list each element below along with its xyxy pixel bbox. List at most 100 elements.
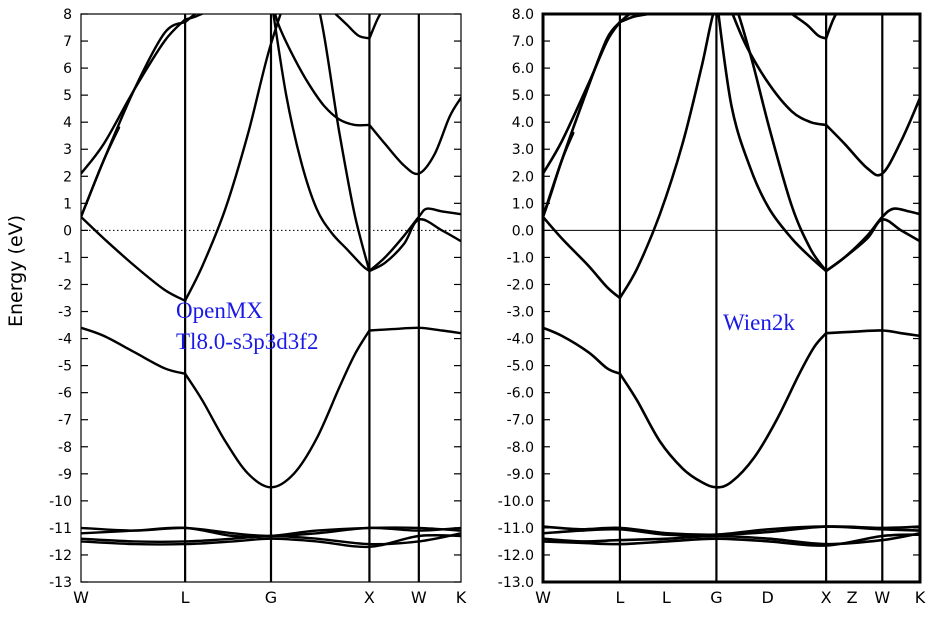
x-tick-label: W	[535, 588, 551, 607]
y-tick-label: -9	[58, 467, 72, 483]
band-line	[368, 14, 382, 40]
y-tick-label: -9.0	[507, 467, 534, 483]
band-line	[368, 207, 461, 273]
y-tick-label: -2	[58, 277, 72, 293]
band-line	[183, 329, 371, 489]
band-line	[81, 18, 187, 175]
x-tick-label: D	[762, 588, 774, 607]
code-annotation: Wien2k	[723, 310, 795, 335]
y-tick-label: -4.0	[507, 332, 534, 348]
band-line	[81, 126, 121, 219]
y-tick-label: -5	[58, 359, 72, 375]
y-tick-label: 8.0	[512, 7, 534, 23]
bands	[543, 14, 920, 547]
band-line	[543, 215, 622, 300]
y-tick-label: -13	[49, 575, 72, 591]
y-tick-label: 5.0	[512, 88, 534, 104]
band-line	[543, 532, 920, 546]
y-tick-label: -11.0	[498, 521, 534, 537]
y-tick-label: 1	[63, 196, 72, 212]
y-tick-label: 5	[63, 88, 72, 104]
y-tick-label: -1	[58, 250, 72, 266]
x-tick-label: X	[364, 588, 375, 607]
y-tick-label: 4	[63, 115, 72, 131]
band-line	[731, 14, 828, 127]
y-tick-label: -8.0	[507, 440, 534, 456]
band-line	[618, 14, 828, 300]
y-tick-label: -2.0	[507, 277, 534, 293]
y-tick-label: 6	[63, 61, 72, 77]
band-line	[543, 326, 622, 375]
openmx-panel: 876543210-1-2-3-4-5-6-7-8-9-10-11-12-13W…	[49, 7, 467, 607]
y-tick-label: 0.0	[512, 223, 534, 239]
y-tick-label: -8	[58, 440, 72, 456]
band-line	[824, 329, 920, 338]
x-tick-label: K	[915, 588, 926, 607]
bands	[81, 14, 461, 549]
x-tick-label: G	[710, 588, 722, 607]
y-tick-label: 1.0	[512, 196, 534, 212]
x-tick-label: W	[874, 588, 890, 607]
band-line	[272, 14, 371, 273]
band-line	[824, 14, 838, 40]
y-tick-label: 2.0	[512, 169, 534, 185]
band-line	[183, 14, 197, 24]
x-tick-label: W	[73, 588, 89, 607]
y-tick-label: -12	[49, 548, 72, 564]
band-line	[81, 20, 187, 219]
band-line	[81, 532, 461, 546]
band-line	[81, 326, 187, 375]
band-line	[543, 533, 920, 547]
y-tick-label: -11	[49, 521, 72, 537]
y-axis-label: Energy (eV)	[5, 215, 27, 327]
band-line	[717, 14, 828, 273]
y-tick-label: 3	[63, 142, 72, 158]
y-tick-label: 3.0	[512, 142, 534, 158]
x-tick-label: K	[456, 588, 467, 607]
y-tick-label: 8	[63, 7, 72, 23]
x-tick-label: L	[181, 588, 190, 607]
x-tick-label: Z	[847, 588, 858, 607]
y-tick-label: -7.0	[507, 413, 534, 429]
band-line	[543, 20, 622, 175]
band-line	[368, 96, 461, 176]
band-line	[543, 131, 575, 219]
y-tick-label: -5.0	[507, 359, 534, 375]
band-line	[368, 218, 461, 273]
y-tick-label: -6	[58, 386, 72, 402]
y-tick-label: -3.0	[507, 305, 534, 321]
band-line	[790, 14, 828, 40]
wien2k-panel: 8.0 7.0 6.0 5.0 4.0 3.0 2.0 1.0 0.0 -1.0 -2.0 -3.0 -…	[498, 7, 926, 607]
band-line	[334, 14, 371, 40]
y-tick-label: 7	[63, 34, 72, 50]
y-tick-label: 0	[63, 223, 72, 239]
y-tick-label: 2	[63, 169, 72, 185]
band-line	[368, 326, 461, 335]
band-line	[81, 534, 461, 549]
y-tick-label: -1.0	[507, 250, 534, 266]
x-tick-label: G	[265, 588, 277, 607]
x-tick-label: L	[615, 588, 624, 607]
band-line	[824, 207, 920, 273]
band-line	[273, 14, 371, 127]
y-tick-label: 4.0	[512, 115, 534, 131]
y-tick-label: -7	[58, 413, 72, 429]
band-line	[824, 96, 920, 177]
band-line	[81, 215, 187, 302]
y-tick-label: 6.0	[512, 61, 534, 77]
band-line	[543, 20, 622, 219]
y-tick-label: -3	[58, 305, 72, 321]
y-tick-label: 7.0	[512, 34, 534, 50]
y-tick-label: -10	[49, 494, 72, 510]
y-tick-label: -10.0	[498, 494, 534, 510]
y-tick-label: -6.0	[507, 386, 534, 402]
band-line	[183, 14, 205, 21]
x-tick-label: W	[411, 588, 427, 607]
code-annotation: OpenMX	[176, 298, 263, 323]
band-line	[183, 14, 371, 302]
x-tick-label: X	[821, 588, 832, 607]
x-tick-label: L	[662, 588, 671, 607]
band-line	[618, 331, 828, 489]
band-line	[618, 14, 650, 24]
